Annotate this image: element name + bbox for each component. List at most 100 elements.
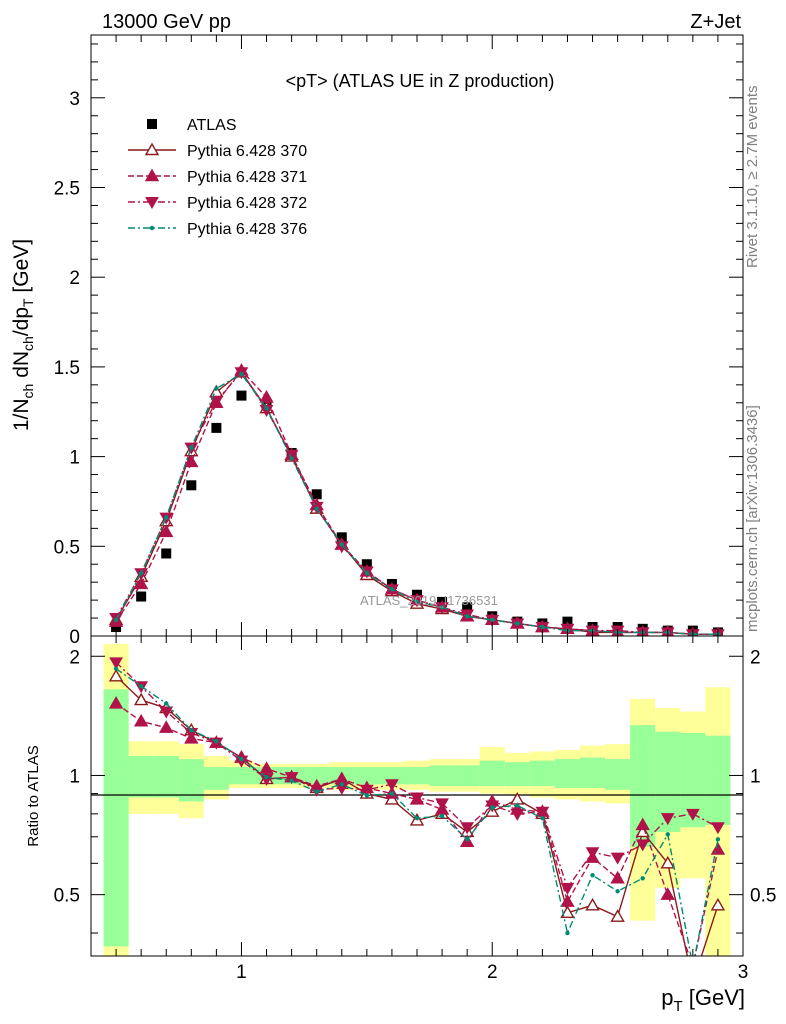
legend-marker-1: [144, 142, 160, 156]
band-green-bin-5: [228, 767, 254, 785]
main-y-tick-label: 2.5: [54, 178, 80, 199]
ratio-data-point-2-14: [460, 822, 475, 835]
main-y-tick-label: 1: [69, 448, 80, 469]
band-green-bin-20: [605, 759, 631, 790]
ratio-data-point-0-24: [710, 897, 726, 911]
ratio-data-point-1-1: [133, 713, 149, 727]
ratio-data-point-3-10: [364, 793, 370, 798]
main-data-point-3-7: [284, 449, 299, 462]
ratio-data-point-3-4: [214, 739, 219, 744]
ratio-data-point-2-12: [410, 792, 424, 805]
ratio-y-tick-label-right: 2: [750, 647, 761, 668]
ratio-data-point-1-20: [610, 870, 625, 884]
ratio-data-point-0-22: [660, 855, 675, 869]
main-data-point-2-6: [259, 389, 274, 403]
ratio-data-point-0-21: [635, 824, 650, 838]
band-green-bin-19: [580, 757, 606, 788]
ratio-data-point-0-0: [108, 668, 124, 682]
ratio-data-point-3-1: [138, 684, 144, 689]
ratio-data-point-1-21: [635, 817, 650, 831]
ratio-data-point-2-7: [284, 772, 299, 785]
mcplots-reference-label: mcplots.cern.ch [arXiv:1306.3436]: [744, 405, 761, 632]
svg-text:1/Nch dNch/dpT [GeV]: 1/Nch dNch/dpT [GeV]: [10, 239, 36, 431]
ratio-y-axis-label: Ratio to ATLAS: [25, 745, 42, 846]
main-data-point-0-0: [111, 622, 122, 633]
ratio-data-point-1-22: [660, 887, 675, 900]
header-left: 13000 GeV pp: [102, 11, 231, 33]
ratio-data-point-3-18: [565, 930, 570, 936]
main-data-point-4-1: [138, 571, 144, 576]
ratio-data-point-3-8: [314, 789, 319, 794]
ratio-data-point-3-13: [439, 813, 445, 819]
main-y-tick-label: 1.5: [54, 358, 80, 379]
ratio-data-point-2-17: [535, 806, 550, 819]
main-y-axis-label: 1/Nch dNch/dpT [GeV]: [10, 239, 36, 431]
ratio-y-tick-label-right: 1: [750, 766, 761, 787]
ratio-data-point-2-23: [685, 808, 700, 821]
ratio-data-point-2-16: [510, 808, 525, 821]
ratio-data-point-1-23: [687, 960, 699, 971]
x-axis-label: pT [GeV]: [661, 985, 745, 1015]
ratio-series-group: [108, 657, 726, 971]
main-data-point-4-7: [289, 456, 294, 461]
main-y-tick-label: 2: [69, 268, 80, 289]
ratio-data-point-0-19: [585, 897, 600, 911]
ratio-data-point-3-11: [389, 791, 395, 796]
band-green-bin-12: [404, 767, 430, 785]
header-right: Z+Jet: [690, 11, 741, 33]
main-y-tick-label: 0.5: [54, 537, 80, 558]
ratio-data-point-1-18: [560, 894, 575, 907]
ratio-y-tick-label-left: 1: [69, 766, 80, 787]
ratio-data-point-3-19: [590, 872, 595, 878]
ratio-series-line-0: [115, 675, 719, 956]
ratio-data-point-1-0: [108, 696, 124, 709]
ratio-data-point-3-24: [715, 837, 721, 842]
legend-marker-4: [149, 225, 155, 231]
legend-label-3: Pythia 6.428 372: [187, 195, 307, 212]
ratio-data-point-3-9: [339, 782, 344, 787]
ratio-data-point-3-16: [515, 803, 520, 808]
legend-label-4: Pythia 6.428 376: [187, 221, 307, 238]
ratio-data-point-2-0: [109, 657, 123, 670]
main-data-point-4-8: [314, 506, 319, 511]
main-data-point-4-3: [189, 445, 194, 450]
ratio-data-point-2-2: [159, 706, 174, 719]
main-data-point-4-10: [364, 571, 370, 576]
main-data-point-3-6: [259, 404, 274, 417]
legend-marker-3: [145, 197, 159, 210]
main-data-point-3-4: [209, 395, 224, 408]
band-green-bin-4: [203, 767, 229, 790]
main-data-point-4-9: [339, 542, 344, 547]
main-data-point-0-2: [161, 548, 172, 559]
main-y-tick-label: 0: [69, 627, 80, 648]
band-green-bin-14: [454, 765, 480, 787]
axis-ticks: [90, 35, 744, 956]
band-green-bin-18: [554, 759, 580, 788]
ratio-data-point-3-22: [665, 832, 670, 837]
ratio-series-line-1: [115, 702, 719, 956]
ratio-data-point-2-22: [660, 813, 675, 826]
ratio-data-point-2-6: [259, 773, 274, 786]
ratio-data-point-2-20: [610, 852, 625, 865]
main-data-point-4-12: [414, 599, 420, 605]
band-green-bin-13: [429, 765, 455, 787]
legend-label-0: ATLAS: [187, 117, 237, 134]
main-y-tick-label: 3: [69, 89, 80, 110]
ratio-data-point-2-24: [711, 822, 725, 835]
main-data-point-0-5: [236, 390, 247, 401]
legend-label-1: Pythia 6.428 370: [187, 143, 307, 160]
legend-entry-0: ATLAS: [147, 117, 237, 134]
analysis-watermark: ATLAS_2019_I1736531: [360, 593, 498, 608]
ratio-data-point-3-7: [289, 778, 294, 783]
ratio-data-point-2-11: [385, 779, 399, 792]
band-green-bin-10: [354, 767, 380, 785]
legend-marker-0: [147, 119, 157, 129]
band-green-bin-15: [479, 760, 505, 787]
ratio-data-point-2-18: [560, 882, 575, 895]
main-data-point-4-17: [540, 624, 545, 630]
ratio-data-point-3-14: [464, 837, 470, 842]
main-data-point-0-3: [186, 480, 197, 491]
ratio-data-point-1-6: [259, 761, 274, 774]
band-green-bin-24: [705, 735, 731, 825]
